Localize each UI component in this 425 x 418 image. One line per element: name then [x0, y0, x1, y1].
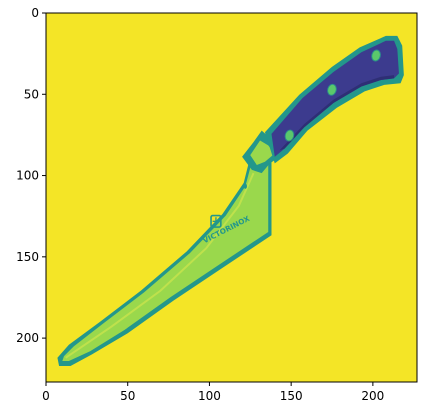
- handle-rivet-1: [284, 129, 295, 142]
- x-axis: 0 50 100 150 200: [42, 382, 384, 403]
- brand-logo-icon: [210, 214, 222, 228]
- y-tick-label: 150: [16, 250, 39, 264]
- y-tick-label: 200: [16, 331, 39, 345]
- axes-frame: [45, 12, 418, 383]
- image-panel: VICTORINOX: [46, 13, 417, 382]
- knife-image: VICTORINOX: [57, 35, 404, 366]
- x-tick-label: 150: [280, 389, 303, 403]
- handle-rivet-3: [371, 49, 381, 62]
- handle-rivet-2: [327, 83, 337, 96]
- y-tick-label: 100: [16, 169, 39, 183]
- y-axis: 0 50 100 150 200: [16, 6, 46, 345]
- knife-blade: [62, 161, 269, 362]
- y-tick-label: 50: [24, 87, 39, 101]
- knife-blade-spine: [65, 172, 255, 359]
- x-tick-label: 100: [198, 389, 221, 403]
- x-tick-label: 0: [42, 389, 50, 403]
- x-tick-label: 200: [361, 389, 384, 403]
- x-tick-label: 50: [120, 389, 135, 403]
- knife-blade-outline: [57, 156, 272, 366]
- blade-mark: [243, 183, 247, 189]
- knife-bolster-inner: [250, 140, 275, 165]
- y-tick-label: 0: [31, 6, 39, 20]
